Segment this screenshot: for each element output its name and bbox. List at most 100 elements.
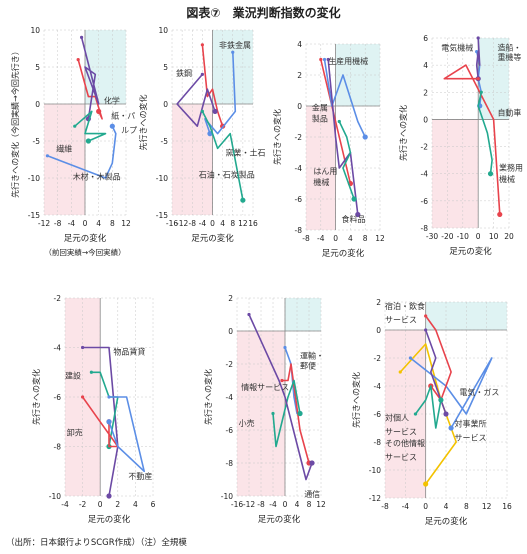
- category-label: 繊維: [56, 144, 72, 154]
- y-tick-label: 6: [423, 34, 428, 43]
- category-label: その他情報: [385, 438, 425, 448]
- category-label: サービス: [455, 433, 487, 442]
- y-tick-label: 0: [297, 102, 302, 111]
- quadrant-pink: [432, 119, 479, 228]
- series-line: [327, 59, 359, 215]
- category-label: 生産用機械: [328, 56, 368, 66]
- x-tick-label: 0: [333, 234, 338, 243]
- series-line: [108, 396, 145, 473]
- y-tick-label: -2: [295, 133, 303, 142]
- y-tick-label: -10: [28, 174, 40, 183]
- x-tick-label: 0: [83, 219, 88, 228]
- x-tick-label: -20: [441, 232, 453, 241]
- category-label: 非鉄金属: [219, 40, 251, 50]
- y-tick-label: -8: [295, 226, 303, 235]
- y-tick-label: 10: [158, 26, 168, 35]
- x-tick-label: 12: [482, 502, 492, 511]
- y-tick-label: -15: [28, 211, 40, 220]
- x-tick-label: 6: [151, 500, 156, 509]
- y-tick-label: -4: [421, 170, 429, 179]
- x-tick-label: 0: [210, 219, 215, 228]
- y-tick-label: -10: [156, 174, 168, 183]
- series-start-point: [79, 35, 84, 40]
- x-tick-label: 20: [504, 232, 514, 241]
- y-tick-label: -15: [156, 211, 168, 220]
- series-line: [201, 44, 224, 127]
- x-axis-label: 足元の変化: [449, 246, 492, 257]
- x-tick-label: 4: [295, 500, 300, 509]
- y-tick-label: -2: [54, 294, 62, 303]
- category-label: ルプ: [121, 126, 137, 135]
- x-tick-label: 4: [220, 219, 225, 228]
- y-tick-label: 2: [228, 294, 233, 303]
- series-line: [74, 110, 107, 142]
- x-tick-label: -30: [426, 232, 438, 241]
- category-label: 石油・石炭製品: [199, 170, 255, 180]
- series-start-point: [476, 36, 480, 40]
- series-line: [47, 125, 117, 179]
- series-end-point: [443, 411, 449, 417]
- y-axis-label: 先行きへの変化: [398, 105, 408, 161]
- category-label: 電気機械: [441, 43, 473, 53]
- series-start-point: [398, 370, 402, 374]
- y-tick-label: -10: [369, 466, 381, 475]
- x-tick-label: 16: [248, 219, 258, 228]
- x-tick-label: 8: [307, 500, 312, 509]
- y-axis-label: 先行きへの変化: [31, 369, 41, 425]
- y-tick-label: -6: [226, 426, 234, 435]
- y-tick-label: -6: [421, 197, 429, 206]
- y-tick-label: 5: [35, 63, 40, 72]
- series-line: [475, 37, 481, 79]
- category-label: 電気・ガス: [459, 387, 499, 397]
- series-line: [80, 37, 100, 119]
- category-label: 重機等: [497, 52, 521, 62]
- category-label: サービス: [385, 427, 417, 436]
- x-axis-label: 足元の変化: [88, 514, 131, 525]
- x-tick-label: -4: [269, 500, 277, 509]
- series-line: [323, 59, 366, 138]
- series-start-point: [283, 345, 287, 350]
- x-tick-label: 12: [375, 234, 385, 243]
- category-label: 郵便: [300, 360, 316, 370]
- series-end-point: [106, 493, 112, 499]
- category-label: サービス: [385, 453, 417, 462]
- y-tick-label: -2: [226, 360, 234, 369]
- category-label: 食料品: [342, 214, 366, 224]
- series-start-point: [81, 345, 85, 350]
- x-axis-label: 足元の変化: [258, 514, 301, 525]
- x-axis-label: 足元の変化: [322, 248, 365, 259]
- series-start-point: [200, 72, 204, 76]
- source-note: （出所：日本銀行よりSCGR作成）（注）全規模: [6, 538, 187, 548]
- category-label: 対個人: [385, 413, 409, 423]
- y-tick-label: -6: [295, 195, 303, 204]
- category-label: 小売: [239, 418, 255, 428]
- x-tick-label: 12: [121, 219, 131, 228]
- category-label: 建設: [65, 370, 81, 380]
- series-line: [443, 64, 501, 215]
- y-tick-label: -8: [421, 224, 429, 233]
- y-tick-label: -10: [221, 492, 233, 501]
- y-axis-label: 先行きへの変化（今回実績→今回先行き）: [10, 47, 20, 198]
- x-tick-label: 8: [110, 219, 115, 228]
- series-start-point: [326, 57, 330, 62]
- series-end-point: [297, 410, 303, 417]
- category-label: 金属: [312, 103, 328, 113]
- x-tick-label: -8: [54, 219, 62, 228]
- series-line: [477, 92, 493, 174]
- series-start-point: [319, 57, 323, 62]
- series-start-point: [76, 58, 80, 62]
- category-label: 木材・木製品: [73, 171, 121, 181]
- category-label: 紙・パ: [111, 110, 135, 120]
- y-axis-label: 先行きへの変化: [203, 369, 213, 425]
- chart-title: 図表⑦ 業況判断指数の変化: [186, 6, 341, 20]
- series-start-point: [81, 395, 85, 399]
- y-tick-label: -4: [54, 344, 62, 353]
- x-tick-label: 0: [98, 500, 103, 509]
- x-tick-label: 4: [96, 219, 101, 228]
- series-end-point: [106, 419, 112, 425]
- series-start-point: [479, 90, 483, 94]
- y-tick-label: -2: [374, 354, 382, 363]
- series-end-point: [96, 108, 102, 114]
- series-start-point: [476, 77, 480, 81]
- series-start-point: [280, 378, 284, 383]
